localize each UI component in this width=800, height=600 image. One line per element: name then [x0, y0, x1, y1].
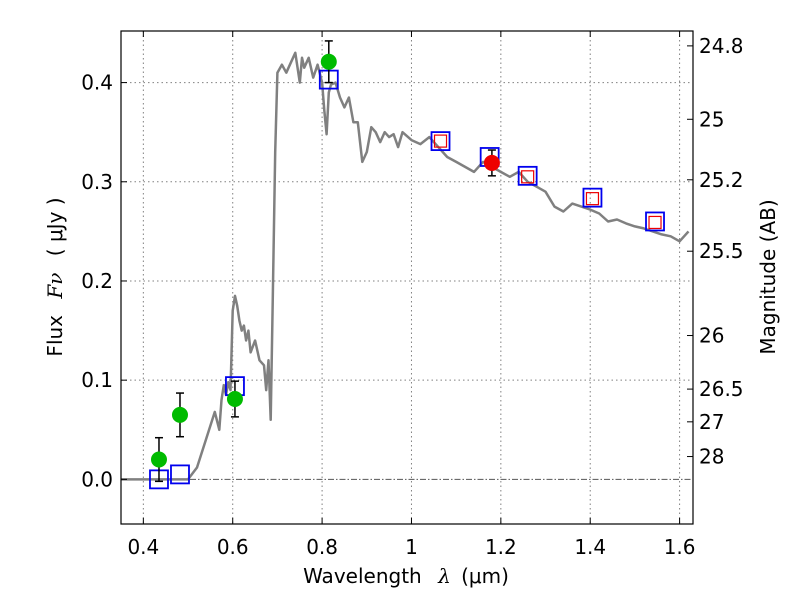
blue-square-marker-8 — [645, 211, 665, 232]
x-tick-label-1: 0.6 — [217, 535, 249, 559]
green-circle-marker-2 — [226, 391, 243, 408]
right-tick-label-1: 25 — [699, 107, 724, 131]
x-axis-label-symbol: λ — [437, 564, 451, 588]
x-tick-label-0: 0.4 — [127, 535, 159, 559]
y-axis-label-symbol: Fν — [43, 273, 67, 300]
y-tick-label-3: 0.3 — [81, 170, 113, 194]
red-square-marker-1 — [521, 170, 535, 184]
x-tick-label-5: 1.4 — [574, 535, 606, 559]
x-axis-label: Wavelength λ (μm) — [303, 564, 509, 588]
spectrum-line — [121, 51, 690, 481]
x-tick-label-2: 0.8 — [306, 535, 338, 559]
red-square-marker-3 — [648, 215, 662, 230]
x-axis-label-text: Wavelength — [303, 564, 422, 588]
green-circle-marker-3 — [320, 53, 337, 70]
y-tick-label-4: 0.4 — [81, 71, 113, 95]
right-tick-label-7: 28 — [699, 445, 724, 469]
green-circle-marker-0 — [150, 451, 167, 468]
red-square-marker-0 — [433, 134, 448, 148]
right-tick-label-0: 24.8 — [699, 34, 744, 58]
plot-frame — [120, 30, 694, 525]
blue-square-marker-4 — [430, 131, 451, 152]
blue-square-marker-7 — [582, 187, 603, 208]
x-tick-label-6: 1.6 — [664, 535, 696, 559]
x-tick-label-3: 1 — [405, 535, 418, 559]
right-tick-label-2: 25.2 — [699, 168, 744, 192]
x-axis-label-unit: (μm) — [461, 564, 509, 588]
grid — [121, 31, 693, 524]
y-tick-label-2: 0.2 — [81, 269, 113, 293]
right-tick-label-4: 26 — [699, 324, 724, 348]
y-tick-label-1: 0.1 — [81, 368, 113, 392]
blue-square-marker-6 — [517, 165, 538, 186]
y-axis-label-unit: ( μJy ) — [43, 197, 67, 256]
right-tick-label-6: 27 — [699, 410, 724, 434]
red-circle-marker-0 — [483, 154, 500, 171]
x-tick-label-4: 1.2 — [485, 535, 517, 559]
red-square-marker-2 — [585, 192, 600, 206]
plot-area — [121, 40, 690, 490]
right-tick-label-3: 25.5 — [699, 239, 744, 263]
right-tick-label-5: 26.5 — [699, 377, 744, 401]
blue-square-marker-1 — [170, 464, 190, 485]
y-axis-label-text: Flux — [43, 315, 67, 357]
green-circle-marker-1 — [171, 406, 188, 423]
axes: 0.4 0.6 0.8 1 1.2 1.4 1.6 0.0 0.1 0.2 0.3 0.4 24.8 25… — [81, 30, 744, 559]
y-tick-label-0: 0.0 — [81, 467, 113, 491]
y-axis-label: Flux Fν ( μJy ) — [43, 197, 67, 356]
right-axis-label: Magnitude (AB) — [756, 199, 780, 354]
